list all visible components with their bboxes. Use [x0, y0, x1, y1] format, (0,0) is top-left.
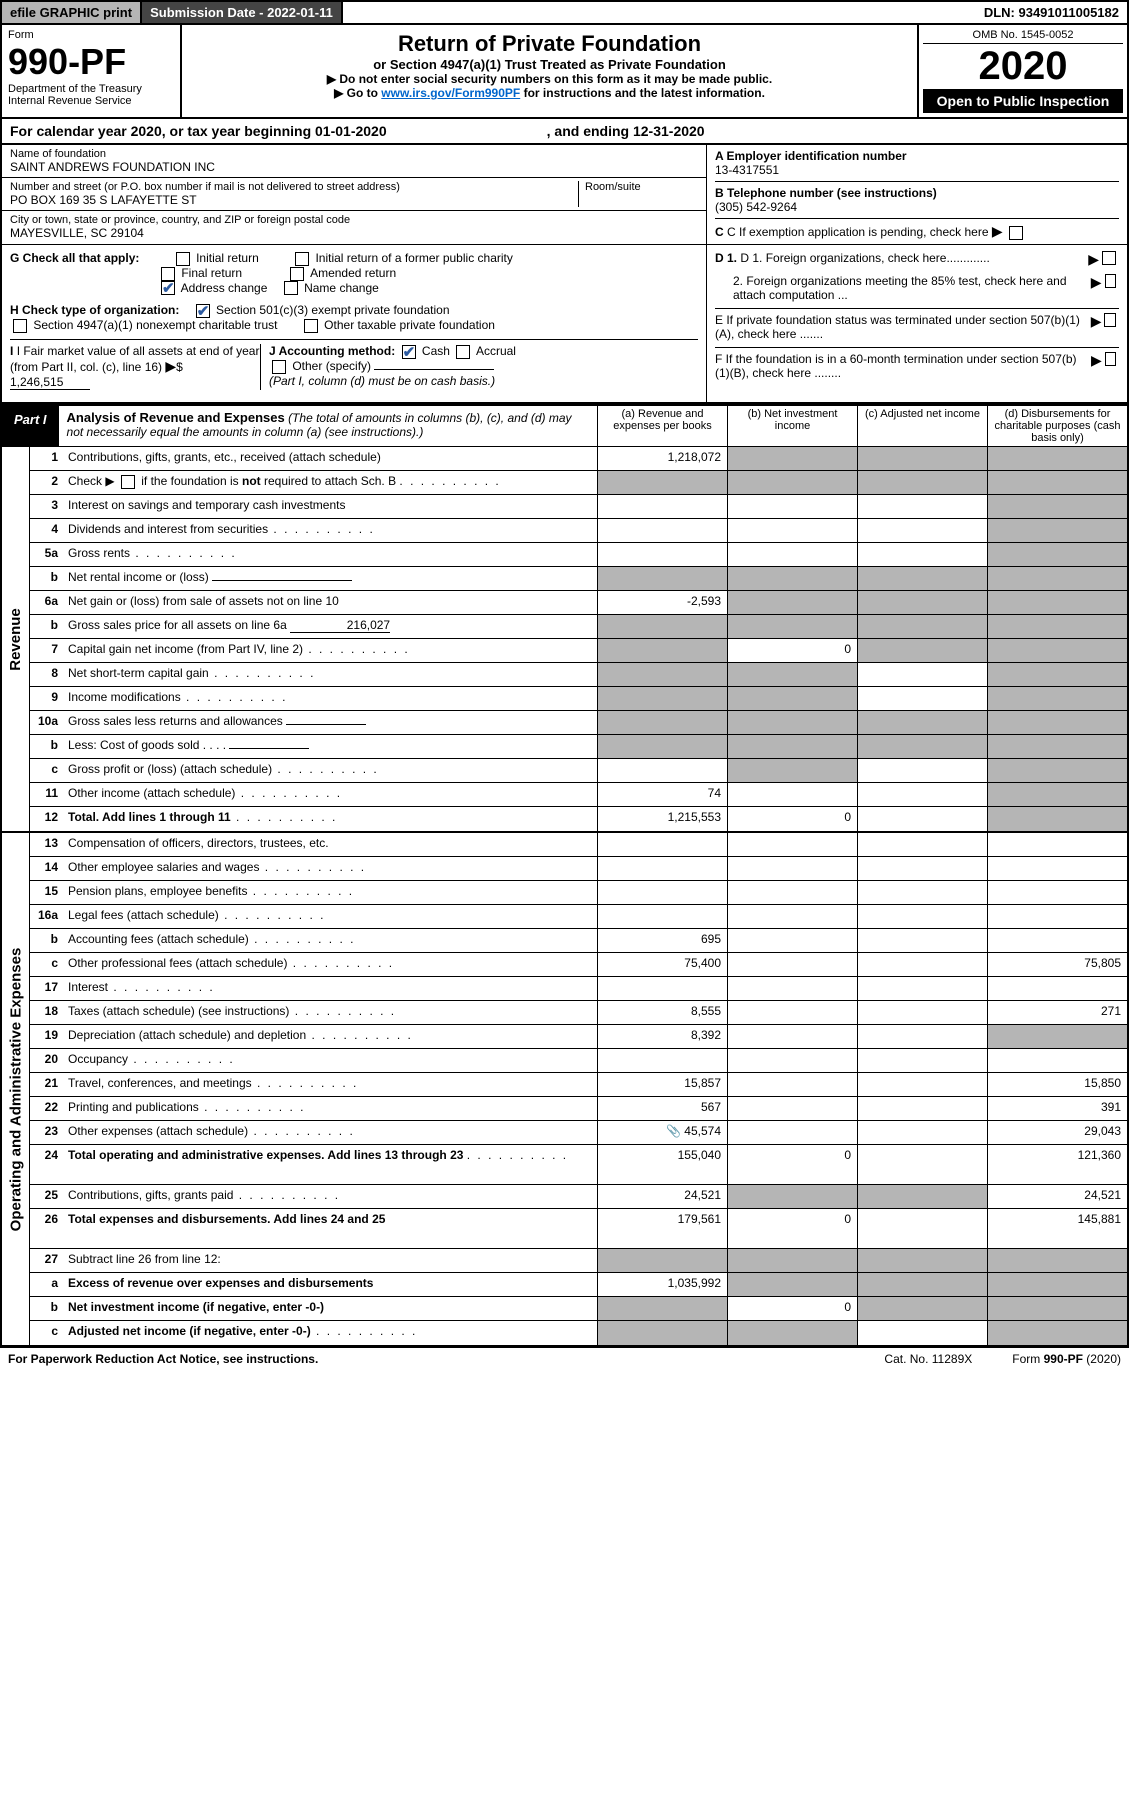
phone-label: B Telephone number (see instructions): [715, 186, 937, 200]
ein-label: A Employer identification number: [715, 149, 907, 163]
paperwork-notice: For Paperwork Reduction Act Notice, see …: [8, 1352, 318, 1366]
chk-d2[interactable]: [1105, 274, 1117, 288]
chk-f[interactable]: [1105, 352, 1116, 366]
form-footer-label: Form 990-PF (2020): [1012, 1352, 1121, 1366]
col-b-header: (b) Net investment income: [727, 406, 857, 446]
part1-header: Part I Analysis of Revenue and Expenses …: [0, 404, 1129, 447]
irs-label: Internal Revenue Service: [8, 95, 174, 107]
checkbox-c[interactable]: [1009, 226, 1023, 240]
revenue-table: Revenue 1Contributions, gifts, grants, e…: [0, 447, 1129, 833]
chk-d1[interactable]: [1102, 251, 1116, 265]
fmv-value: 1,246,515: [10, 375, 90, 390]
efile-button[interactable]: efile GRAPHIC print: [2, 2, 142, 23]
chk-initial[interactable]: [176, 252, 190, 266]
identity-block: Name of foundation SAINT ANDREWS FOUNDAT…: [0, 145, 1129, 245]
g-section: G Check all that apply: Initial return I…: [10, 251, 698, 295]
chk-accrual[interactable]: [456, 345, 470, 359]
chk-e[interactable]: [1104, 313, 1116, 327]
revenue-side-label: Revenue: [2, 447, 30, 831]
room-label: Room/suite: [578, 181, 698, 207]
city-value: MAYESVILLE, SC 29104: [10, 226, 698, 240]
open-public-badge: Open to Public Inspection: [923, 89, 1123, 113]
mid-options: G Check all that apply: Initial return I…: [0, 245, 1129, 404]
top-bar: efile GRAPHIC print Submission Date - 20…: [0, 0, 1129, 25]
dept-label: Department of the Treasury: [8, 83, 174, 95]
form-subtitle: or Section 4947(a)(1) Trust Treated as P…: [188, 57, 911, 72]
calendar-year-row: For calendar year 2020, or tax year begi…: [0, 119, 1129, 145]
form-word: Form: [8, 29, 174, 41]
note-goto: ▶ Go to www.irs.gov/Form990PF for instru…: [188, 86, 911, 100]
omb-number: OMB No. 1545-0052: [923, 29, 1123, 44]
col-d-header: (d) Disbursements for charitable purpose…: [987, 406, 1127, 446]
i-j-section: I I Fair market value of all assets at e…: [10, 339, 698, 390]
expenses-side-label: Operating and Administrative Expenses: [2, 833, 30, 1345]
submission-date: Submission Date - 2022-01-11: [142, 2, 343, 23]
foundation-name-label: Name of foundation: [10, 148, 698, 160]
foundation-name: SAINT ANDREWS FOUNDATION INC: [10, 160, 698, 174]
chk-name-change[interactable]: [284, 281, 298, 295]
note-ssn: ▶ Do not enter social security numbers o…: [188, 72, 911, 86]
tax-year: 2020: [923, 44, 1123, 89]
chk-other-method[interactable]: [272, 360, 286, 374]
chk-amended[interactable]: [290, 267, 304, 281]
chk-initial-former[interactable]: [295, 252, 309, 266]
col-c-header: (c) Adjusted net income: [857, 406, 987, 446]
chk-cash[interactable]: [402, 345, 416, 359]
instructions-link[interactable]: www.irs.gov/Form990PF: [381, 86, 520, 100]
ein-value: 13-4317551: [715, 163, 779, 177]
col-a-header: (a) Revenue and expenses per books: [597, 406, 727, 446]
exemption-pending: C C If exemption application is pending,…: [715, 223, 1119, 240]
form-title: Return of Private Foundation: [188, 31, 911, 57]
part1-label: Part I: [2, 406, 59, 446]
catalog-number: Cat. No. 11289X: [884, 1352, 972, 1366]
form-number: 990-PF: [8, 41, 174, 83]
page-footer: For Paperwork Reduction Act Notice, see …: [0, 1347, 1129, 1370]
h-section: H Check type of organization: Section 50…: [10, 303, 698, 333]
phone-value: (305) 542-9264: [715, 200, 797, 214]
chk-other-tax[interactable]: [304, 319, 318, 333]
chk-schb[interactable]: [121, 475, 135, 489]
chk-addr-change[interactable]: [161, 281, 175, 295]
form-header: Form 990-PF Department of the Treasury I…: [0, 25, 1129, 119]
address-label: Number and street (or P.O. box number if…: [10, 181, 578, 193]
chk-501c3[interactable]: [196, 304, 210, 318]
attachment-icon[interactable]: 📎: [666, 1124, 681, 1138]
city-label: City or town, state or province, country…: [10, 214, 698, 226]
address-value: PO BOX 169 35 S LAFAYETTE ST: [10, 193, 578, 207]
dln-label: DLN: 93491011005182: [976, 2, 1127, 23]
chk-4947[interactable]: [13, 319, 27, 333]
expenses-table: Operating and Administrative Expenses 13…: [0, 833, 1129, 1347]
